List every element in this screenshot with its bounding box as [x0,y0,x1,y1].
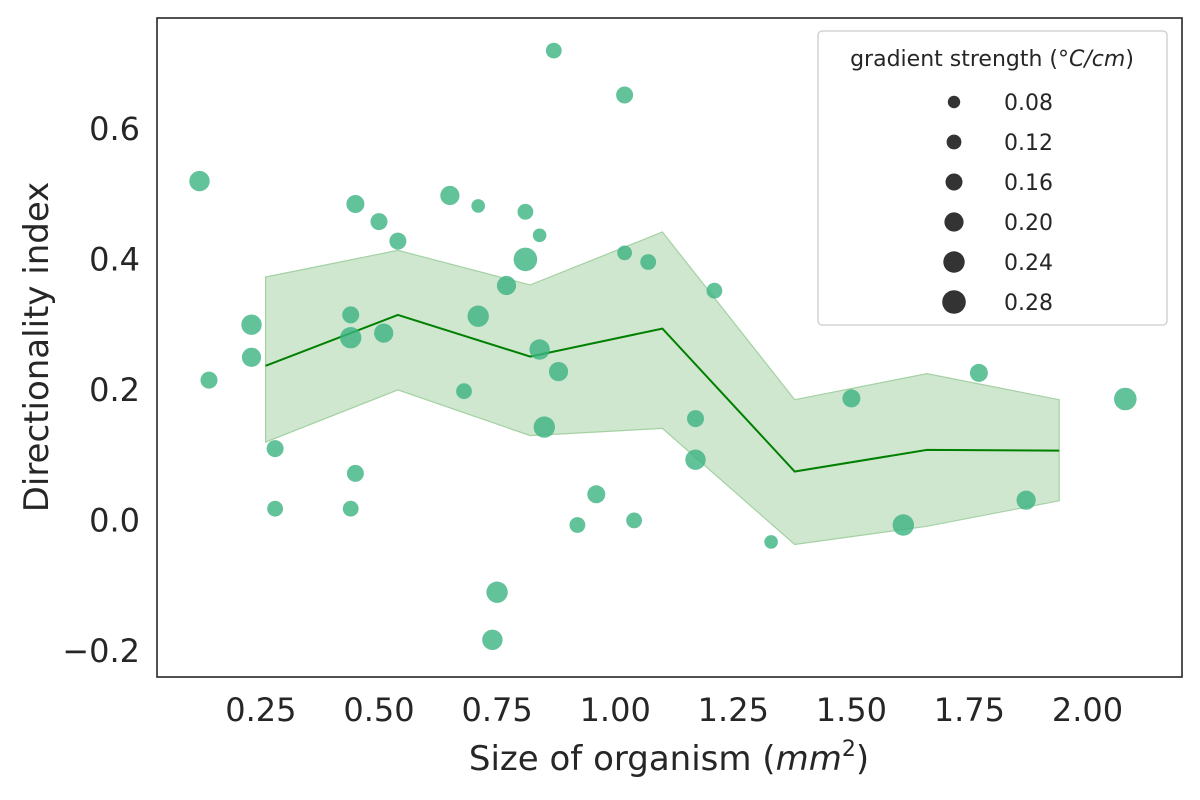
data-point [1114,387,1137,411]
data-point [626,512,642,529]
legend-entries: 0.08 0.12 0.16 0.20 0.24 0.28 [942,91,1053,316]
x-tick-label: 2.00 [1052,691,1123,729]
data-point [200,371,218,389]
data-point [342,306,360,324]
data-point [764,535,778,549]
x-axis-label-exponent: 2 [842,737,856,762]
legend-entry-label: 0.08 [1004,91,1053,116]
legend-marker [942,290,966,314]
x-tick-label: 1.25 [698,691,769,729]
trend-line [265,313,1060,473]
y-tick-label: 0.6 [89,110,140,148]
legend-title-unit: °C/cm [1058,47,1125,72]
data-point [685,449,706,470]
x-tick-label: 1.50 [816,691,887,729]
plot-frame [156,17,1183,678]
data-point [467,305,489,327]
x-tick-labels: 0.25 0.50 0.75 1.00 1.25 1.50 1.75 2.00 [225,691,1123,729]
y-tick-label: −0.2 [62,632,140,670]
legend-box [817,30,1168,326]
data-point [617,245,632,261]
data-point [456,383,472,400]
data-point [706,282,723,299]
data-point [496,275,517,296]
y-axis-label: Directionality index [17,182,57,513]
data-point [486,581,508,603]
data-point [532,228,547,243]
legend-entry-label: 0.24 [1004,251,1053,276]
data-point [640,254,657,270]
confidence-band [265,231,1060,546]
x-tick-label: 0.25 [225,691,296,729]
data-point [533,416,555,438]
trend-line-layer [265,313,1060,473]
legend-entry-label: 0.16 [1004,171,1053,196]
data-point [389,232,407,250]
legend-marker [947,95,961,109]
data-point [346,195,365,213]
x-tick-label: 0.50 [343,691,414,729]
data-point [374,323,394,343]
x-tick-label: 1.00 [580,691,651,729]
data-point [189,170,210,192]
legend-entry-label: 0.20 [1004,211,1053,236]
legend-title-text: gradient strength ( [850,47,1058,72]
data-point [529,339,550,360]
data-point [616,86,634,104]
y-tick-label: 0.0 [89,501,140,539]
x-axis-label-text: Size of organism ( [469,739,776,779]
data-point [842,389,861,408]
y-tick-labels: −0.2 0.0 0.2 0.4 0.6 [62,110,140,670]
data-point [241,347,262,367]
data-point [687,410,704,428]
data-point [569,517,586,533]
data-points-layer [189,42,1137,650]
data-point [241,314,262,335]
y-tick-label: 0.2 [89,371,140,409]
legend-marker [946,134,962,150]
legend-entry-label: 0.28 [1004,291,1053,316]
x-axis-label-unit: mm [776,739,842,779]
x-axis-label: Size of organism (mm2) [469,737,869,779]
y-tick-label: 0.4 [89,240,140,278]
data-point [482,629,503,650]
x-tick-label: 0.75 [461,691,532,729]
data-point [346,464,364,482]
legend: gradient strength (°C/cm) 0.080.120.160.… [817,30,1168,326]
legend-marker [943,251,965,273]
confidence-band-layer [265,231,1060,546]
x-tick-label: 1.75 [934,691,1005,729]
data-point [513,247,538,272]
legend-title: gradient strength (°C/cm) [850,47,1134,72]
x-axis-label-close: ) [856,739,869,779]
legend-marker [945,173,963,191]
data-point [440,185,460,206]
data-point [587,485,606,504]
data-point [517,203,534,220]
legend-marker [944,212,964,232]
legend-title-close: ) [1125,47,1134,72]
data-point [267,500,283,517]
data-point [1016,490,1036,510]
data-point [266,440,284,458]
data-point [370,213,388,231]
data-point [548,362,569,382]
data-point [892,514,914,536]
data-point [340,327,362,349]
data-point [342,500,359,517]
data-point [969,363,988,382]
data-point [471,199,486,213]
data-point [545,42,562,59]
legend-entry-label: 0.12 [1004,131,1053,156]
